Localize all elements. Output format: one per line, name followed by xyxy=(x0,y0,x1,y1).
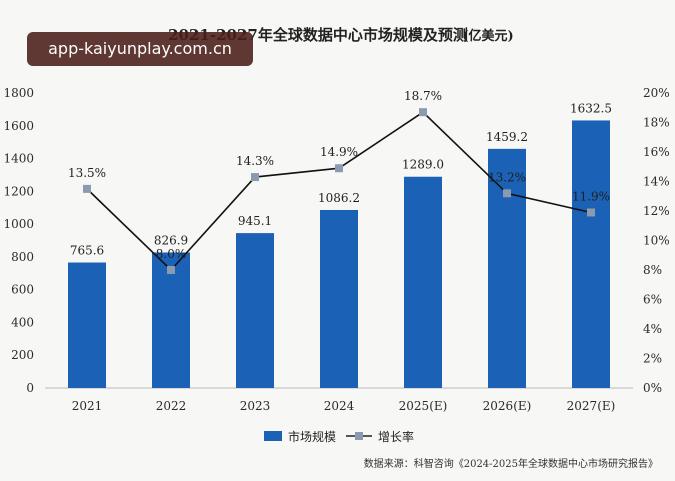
chart-unit: (亿美元) xyxy=(462,28,513,44)
legend-label-line: 增长率 xyxy=(378,429,414,444)
y-left-tick-label: 1000 xyxy=(3,217,34,231)
y-right-tick-label: 14% xyxy=(643,175,670,189)
y-left-tick-label: 1400 xyxy=(3,152,34,166)
growth-rate-marker xyxy=(335,164,343,173)
bar-value-label: 1086.2 xyxy=(318,191,360,205)
y-right-tick-label: 6% xyxy=(643,293,662,307)
y-left-tick-label: 1200 xyxy=(3,184,34,198)
growth-rate-marker xyxy=(251,173,259,182)
growth-rate-marker xyxy=(587,208,595,217)
bar xyxy=(572,120,610,388)
y-right-tick-label: 4% xyxy=(643,322,662,336)
bar xyxy=(488,148,526,388)
source-note: 数据来源：科智咨询《2024-2025年全球数据中心市场研究报告》 xyxy=(364,457,658,470)
bar xyxy=(236,233,274,388)
y-right-tick-label: 8% xyxy=(643,263,662,277)
growth-rate-label: 18.7% xyxy=(404,89,442,103)
y-right-tick-label: 10% xyxy=(643,234,670,248)
y-right-tick-label: 2% xyxy=(643,352,662,366)
bar xyxy=(68,262,106,388)
growth-rate-label: 14.3% xyxy=(236,154,274,168)
bar-value-label: 1632.5 xyxy=(570,101,612,115)
x-tick-label: 2024 xyxy=(324,399,355,413)
y-right-tick-label: 18% xyxy=(643,116,670,130)
growth-rate-label: 13.5% xyxy=(68,166,106,180)
growth-rate-label: 11.9% xyxy=(572,189,610,203)
bar xyxy=(404,176,442,388)
growth-rate-marker xyxy=(83,184,91,193)
y-left-tick-label: 1600 xyxy=(3,119,34,133)
growth-rate-marker xyxy=(503,189,511,198)
legend-swatch-bar xyxy=(264,431,282,441)
y-left-tick-label: 600 xyxy=(11,283,34,297)
y-left-tick-label: 0 xyxy=(26,381,34,395)
bar-value-label: 826.9 xyxy=(154,233,188,247)
legend-swatch-marker xyxy=(355,432,363,440)
growth-rate-label: 8.0% xyxy=(156,247,187,261)
x-tick-label: 2021 xyxy=(72,399,103,413)
x-tick-label: 2027(E) xyxy=(567,399,616,413)
y-left-tick-label: 1800 xyxy=(3,86,34,100)
x-tick-label: 2023 xyxy=(240,399,271,413)
x-tick-label: 2026(E) xyxy=(483,399,532,413)
y-right-tick-label: 20% xyxy=(643,86,670,100)
y-left-tick-label: 800 xyxy=(11,250,34,264)
growth-rate-label: 14.9% xyxy=(320,145,358,159)
y-right-tick-label: 12% xyxy=(643,204,670,218)
bar-value-label: 765.6 xyxy=(70,244,104,258)
x-tick-label: 2025(E) xyxy=(399,399,448,413)
bar xyxy=(152,252,190,388)
x-tick-label: 2022 xyxy=(156,399,187,413)
y-left-tick-label: 200 xyxy=(11,348,34,362)
y-right-tick-label: 0% xyxy=(643,381,662,395)
bar-value-label: 1459.2 xyxy=(486,130,528,144)
y-left-tick-label: 400 xyxy=(11,315,34,329)
bar-value-label: 1289.0 xyxy=(402,158,444,172)
y-right-tick-label: 16% xyxy=(643,145,670,159)
watermark-banner: app-kaiyunplay.com.cn xyxy=(27,32,253,66)
bar-value-label: 945.1 xyxy=(238,214,272,228)
legend-label-bar: 市场规模 xyxy=(288,429,336,444)
growth-rate-marker xyxy=(167,266,175,274)
bar xyxy=(320,209,358,388)
growth-rate-marker xyxy=(419,108,427,117)
growth-rate-label: 13.2% xyxy=(488,170,526,184)
